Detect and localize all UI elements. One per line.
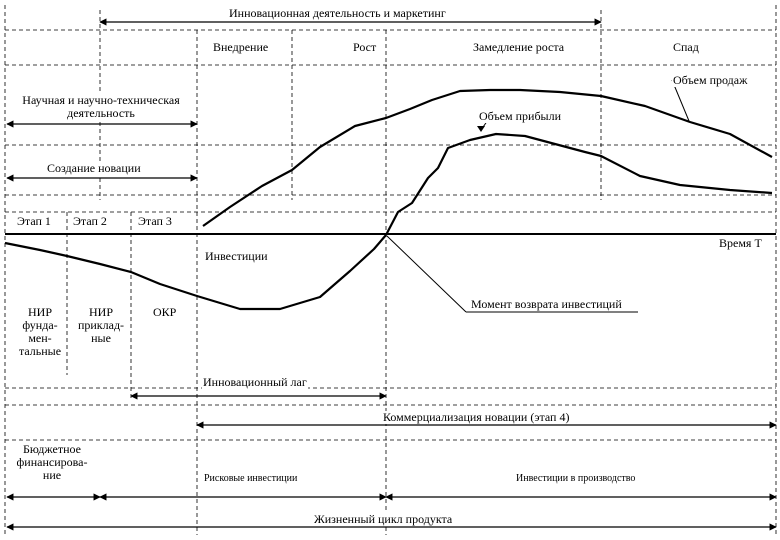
investment-curve (4, 234, 387, 311)
sales-curve (202, 88, 773, 227)
phase-introduction-label: Внедрение (212, 40, 270, 54)
horizontal-grid (5, 29, 776, 441)
phase-growth-label: Рост (352, 40, 378, 54)
profit-curve (385, 132, 773, 236)
science-activity-label: Научная и научно-техническая деятельност… (10, 94, 192, 120)
stage-3-label: Этап 3 (137, 214, 173, 228)
product-lifecycle-label: Жизненный цикл продукта (313, 512, 454, 526)
payback-moment-label: Момент возврата инвестиций (471, 297, 622, 311)
profit-volume-label: Объем прибыли (478, 109, 563, 123)
production-investment-label: Инвестиции в производство (515, 473, 637, 484)
sales-volume-label: Объем продаж (672, 73, 749, 87)
novelty-creation-label: Создание новации (46, 161, 142, 175)
nir-fundamental-label: НИР фунда-мен-тальные (14, 306, 66, 358)
commercialization-label: Коммерциализация новации (этап 4) (382, 410, 571, 424)
innovation-lag-label: Инновационный лаг (202, 375, 308, 389)
payback-pointer (386, 235, 467, 313)
phase-slowdown-label: Замедление роста (472, 40, 566, 54)
vertical-grid (4, 5, 777, 535)
investments-label: Инвестиции (205, 249, 268, 263)
stage-2-label: Этап 2 (72, 214, 108, 228)
okr-label: ОКР (152, 305, 178, 319)
nir-applied-label: НИР приклад-ные (75, 306, 127, 345)
innovation-marketing-label: Инновационная деятельность и маркетинг (228, 6, 447, 20)
budget-financing-label: Бюджетное финансирова-ние (8, 443, 96, 482)
risk-investment-label: Рисковые инвестиции (203, 473, 299, 484)
profit-pointer-head (477, 126, 485, 132)
phase-decline-label: Спад (672, 40, 700, 54)
time-axis-label: Время T (718, 236, 763, 250)
stage-1-label: Этап 1 (16, 214, 52, 228)
